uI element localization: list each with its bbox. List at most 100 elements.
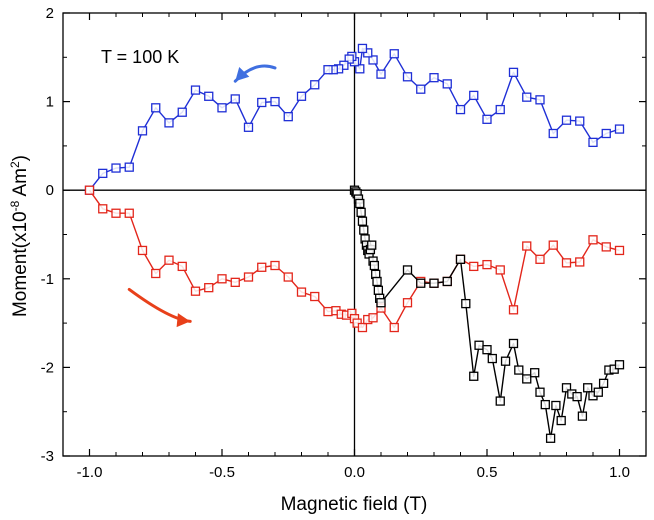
arrows-layer — [127, 64, 277, 328]
data-point-upper — [455, 104, 466, 115]
data-point-virgin — [593, 387, 603, 397]
data-point-virgin — [530, 368, 540, 378]
data-point-upper — [429, 73, 439, 83]
data-point-lower — [561, 258, 572, 268]
data-point-lower — [469, 261, 479, 272]
data-point-upper — [344, 54, 354, 64]
x-axis-title: Magnetic field (T) — [281, 494, 428, 515]
data-point-virgin — [540, 399, 550, 410]
x-tick-label: 1.0 — [609, 464, 630, 481]
arrow-lower — [127, 287, 192, 328]
data-point-upper — [357, 43, 368, 54]
data-point-lower — [164, 255, 174, 265]
data-point-upper — [164, 118, 174, 128]
data-point-lower — [601, 242, 611, 252]
arrow-upper — [233, 64, 277, 83]
data-point-upper — [204, 91, 214, 101]
data-point-lower — [230, 277, 240, 287]
data-point-upper — [482, 114, 492, 124]
data-point-virgin — [455, 254, 466, 264]
y-axis-title-main: Moment(x10 — [10, 211, 31, 317]
data-point-lower — [98, 204, 108, 214]
data-point-lower — [535, 254, 545, 264]
data-point-virgin — [522, 374, 532, 384]
data-point-virgin — [357, 216, 368, 226]
data-point-upper — [270, 96, 280, 107]
data-point-lower — [389, 322, 399, 333]
data-point-lower — [588, 235, 598, 245]
data-point-virgin — [356, 207, 366, 218]
data-point-upper — [376, 69, 386, 79]
data-point-upper — [243, 122, 254, 132]
data-point-lower — [522, 241, 532, 251]
data-point-virgin — [561, 383, 572, 393]
data-point-virgin — [474, 340, 484, 350]
data-point-virgin — [369, 260, 380, 271]
annotation-temperature: T = 100 K — [101, 47, 179, 67]
data-point-virgin — [359, 225, 369, 235]
x-tick-label: -0.5 — [209, 464, 235, 481]
data-point-virgin — [469, 371, 479, 381]
data-point-virgin — [508, 338, 519, 349]
data-point-upper — [495, 104, 505, 115]
data-point-upper — [389, 49, 399, 59]
data-point-lower — [368, 313, 378, 323]
series-upper — [84, 43, 625, 195]
data-point-upper — [416, 84, 426, 94]
data-point-virgin — [355, 198, 365, 209]
data-point-lower — [482, 259, 492, 270]
data-point-upper — [561, 115, 572, 125]
data-point-lower — [508, 305, 519, 315]
data-point-virgin — [614, 360, 625, 370]
x-tick-label: 0.0 — [344, 464, 365, 481]
data-point-lower — [357, 322, 368, 333]
data-point-lower — [323, 306, 333, 317]
data-point-virgin — [583, 383, 593, 393]
data-point-virgin — [429, 278, 439, 288]
data-point-virgin — [402, 265, 413, 275]
data-point-virgin — [461, 298, 471, 309]
y-axis-title: Moment(x10-8 Am2) — [8, 155, 31, 317]
data-point-virgin — [556, 415, 566, 426]
y-tick-label: 1 — [46, 94, 54, 111]
y-tick-label: -2 — [41, 359, 54, 376]
data-point-lower — [310, 291, 320, 302]
data-point-upper — [588, 137, 598, 148]
data-point-upper — [137, 126, 148, 136]
data-point-virgin — [598, 378, 609, 388]
data-point-upper — [323, 65, 333, 75]
data-point-virgin — [572, 391, 582, 402]
x-tick-label: -1.0 — [77, 464, 103, 481]
series-virgin — [349, 185, 625, 443]
data-point-upper — [310, 80, 320, 90]
data-point-lower — [243, 272, 254, 282]
data-point-lower — [217, 274, 227, 284]
data-point-lower — [495, 265, 505, 275]
y-axis-title-unit-exponent: 2 — [8, 161, 22, 168]
data-point-virgin — [482, 345, 492, 355]
data-point-upper — [368, 55, 378, 65]
data-point-virgin — [372, 276, 382, 287]
data-point-lower — [137, 245, 148, 256]
data-point-virgin — [376, 298, 386, 308]
data-point-lower — [190, 286, 201, 296]
data-point-virgin — [545, 433, 556, 443]
data-point-lower — [177, 261, 187, 272]
data-point-virgin — [367, 240, 377, 250]
data-point-upper — [508, 67, 519, 78]
data-point-upper — [151, 103, 161, 113]
data-point-upper — [296, 91, 307, 101]
data-point-lower — [614, 245, 625, 256]
data-point-virgin — [442, 276, 452, 287]
data-point-upper — [548, 128, 558, 139]
arrow-head — [235, 67, 250, 82]
x-tick-label: 0.5 — [477, 464, 498, 481]
data-point-upper — [190, 85, 201, 95]
data-point-lower — [111, 208, 121, 218]
data-point-upper — [177, 107, 187, 117]
data-point-lower — [151, 268, 161, 279]
data-point-upper — [111, 163, 121, 173]
data-point-upper — [469, 90, 479, 101]
data-point-upper — [217, 103, 227, 113]
